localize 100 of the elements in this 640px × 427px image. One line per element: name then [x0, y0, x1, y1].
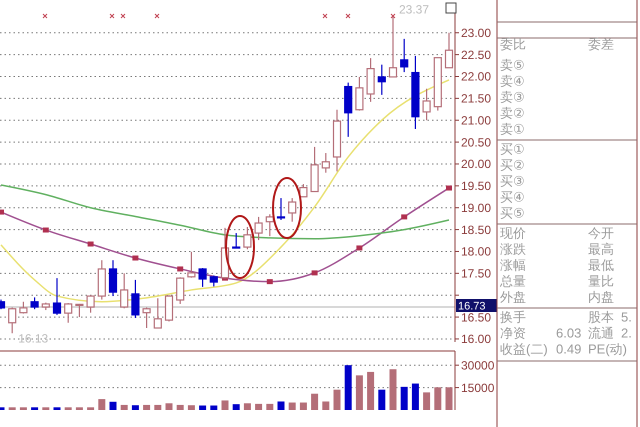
bar	[232, 404, 240, 410]
bar	[300, 402, 307, 410]
bar	[434, 387, 442, 410]
bar	[199, 406, 206, 410]
bar	[334, 390, 340, 410]
bar	[8, 407, 16, 410]
bar	[255, 404, 262, 410]
text: 总量	[499, 273, 526, 288]
candlestick	[75, 303, 84, 318]
candlestick	[86, 294, 95, 314]
point	[266, 279, 273, 284]
text: 买①	[500, 141, 525, 156]
candlestick	[8, 306, 16, 334]
bar	[222, 400, 228, 410]
bar	[244, 403, 251, 410]
y-tick-label: 17.50	[461, 266, 492, 281]
bar	[412, 384, 419, 410]
candlestick	[276, 197, 286, 221]
candlestick	[422, 88, 431, 121]
y-tick-label: 19.00	[461, 200, 492, 215]
y-tick-label: 18.00	[461, 244, 492, 259]
y-tick-label: 20.50	[461, 135, 492, 150]
text: 涨幅	[500, 257, 526, 272]
candlestick	[254, 216, 263, 241]
bar	[54, 407, 60, 410]
bar	[42, 407, 50, 410]
text: 2.	[621, 325, 632, 340]
candlestick	[355, 76, 364, 112]
bar	[322, 401, 330, 410]
candlestick	[322, 152, 330, 174]
text: 委差	[588, 36, 614, 52]
text: 涨跌	[500, 241, 526, 256]
bar	[266, 404, 274, 410]
candlestick	[299, 183, 308, 198]
text: 内盘	[588, 289, 614, 304]
candlestick	[142, 306, 151, 329]
candlestick	[266, 214, 274, 237]
bar	[210, 406, 218, 410]
text: 外盘	[500, 289, 526, 304]
candlestick	[210, 274, 218, 288]
point	[401, 214, 408, 220]
bar	[87, 407, 94, 410]
text: 卖⑤	[500, 57, 525, 72]
bar	[98, 399, 106, 410]
y-tick-label: 16.00	[461, 332, 492, 346]
bar	[120, 404, 128, 410]
point	[88, 242, 94, 247]
point	[312, 270, 318, 276]
text: 换手	[500, 309, 526, 324]
y-tick-label: 21.50	[461, 92, 492, 106]
text: 委比	[500, 36, 526, 52]
candlestick	[444, 32, 454, 68]
text: 股本	[588, 309, 614, 324]
y-tick-label: 22.50	[461, 48, 492, 62]
candlestick	[176, 276, 184, 305]
text: 收益(二)	[500, 341, 548, 356]
bar	[132, 405, 139, 410]
text: 卖②	[500, 105, 525, 120]
text: 5.	[621, 309, 632, 324]
bar	[390, 369, 396, 410]
candlestick	[400, 38, 408, 73]
bar	[311, 394, 318, 410]
candlestick	[232, 232, 240, 249]
candlestick	[154, 298, 162, 329]
bar	[378, 390, 386, 410]
text: 最低	[588, 257, 614, 272]
y-tick-label: 16.50	[461, 310, 492, 324]
bar	[278, 401, 284, 410]
y-tick-label: 23.00	[461, 26, 492, 40]
text: 流通	[588, 325, 614, 340]
text: 量比	[588, 273, 614, 288]
candlestick	[198, 267, 207, 288]
candlestick	[52, 278, 62, 316]
bar	[166, 403, 172, 410]
candlestick	[187, 251, 196, 278]
y-tick-label: 18.50	[461, 222, 492, 237]
annotation: 23.37	[399, 2, 430, 17]
point	[446, 186, 452, 191]
bar	[446, 387, 452, 410]
y-tick-label: 20.00	[461, 157, 492, 172]
candlestick	[108, 260, 118, 297]
text: 买②	[500, 157, 525, 172]
point	[42, 228, 49, 233]
text: 卖①	[500, 121, 525, 136]
y-tick-label: 22.00	[461, 70, 492, 84]
text: 现价	[500, 225, 526, 240]
point	[132, 256, 138, 261]
ref-line-label: 16.73	[458, 300, 486, 312]
bar	[31, 407, 38, 410]
bar	[367, 372, 374, 410]
bar	[143, 404, 150, 410]
bar	[188, 405, 195, 410]
bar	[76, 407, 83, 410]
text: 买③	[500, 173, 525, 188]
bar	[423, 392, 430, 410]
text: 买④	[500, 189, 525, 204]
text: 买⑤	[500, 205, 525, 220]
candlestick	[388, 16, 398, 78]
text: 净资	[500, 325, 526, 340]
candlestick	[288, 197, 296, 222]
